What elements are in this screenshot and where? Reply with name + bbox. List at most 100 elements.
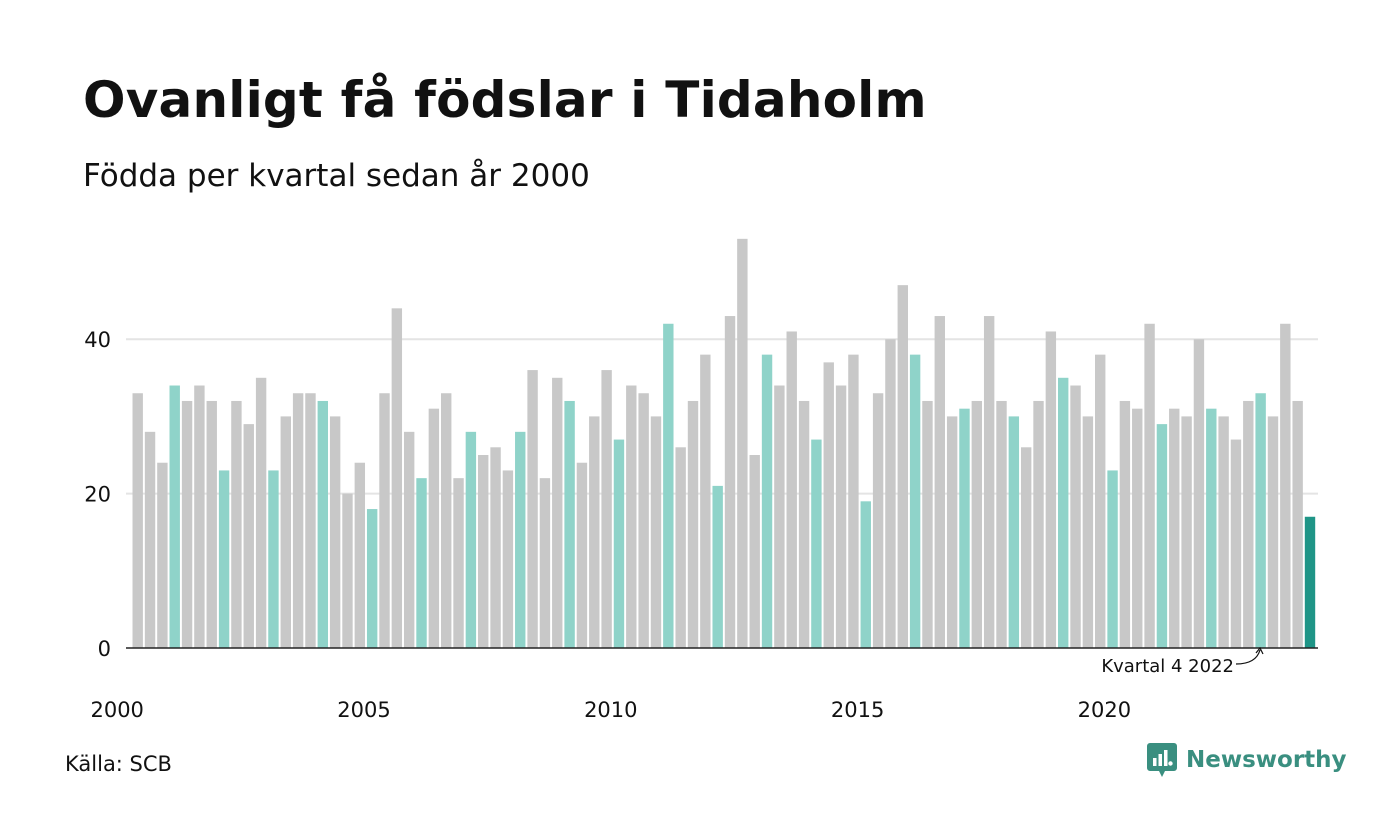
bar [453,478,464,648]
bar [1095,354,1106,648]
bar [835,385,847,648]
y-tick-label: 0 [98,637,111,661]
bar [1267,416,1279,648]
chart-title: Ovanligt få födslar i Tidaholm [83,71,927,129]
bar [132,393,143,648]
bar [366,509,378,648]
bar [885,339,896,648]
bar [922,400,933,648]
bar [872,393,884,648]
bar [848,354,859,648]
bar [490,447,501,648]
bar [144,431,156,648]
annotation-label: Kvartal 4 2022 [1101,656,1234,677]
bar [169,385,180,648]
bar [761,354,773,648]
bar [379,393,390,648]
bar [255,377,267,648]
bar [194,385,205,648]
chart-subtitle: Födda per kvartal sedan år 2000 [83,158,590,194]
bar [589,416,600,648]
bar [1230,439,1242,648]
bar [1181,416,1192,648]
x-tick-label: 2010 [584,698,637,722]
bar [1243,400,1254,648]
bar [946,416,958,648]
bar [638,393,649,648]
x-tick-label: 2005 [337,698,390,722]
bar [601,370,612,648]
bar [626,385,637,648]
bar-chart: 0 20 40 2000 2005 2010 2015 2020 Kvartal 4 202… [84,238,1318,722]
bar [157,462,168,648]
bar [218,470,230,648]
bar [1107,470,1118,648]
bar [1255,393,1266,648]
bar [268,470,279,648]
bar [231,400,242,648]
bar [317,400,328,648]
bar [416,478,427,648]
bar [1119,400,1131,648]
bar [749,455,760,648]
bar [515,431,526,648]
bar [675,447,686,648]
bar [280,416,291,648]
bar [909,354,921,648]
bar [441,393,452,648]
bars [132,238,1316,648]
bar [552,377,563,648]
bar [181,400,193,648]
x-tick-label: 2020 [1078,698,1131,722]
bar [1020,447,1032,648]
bar [206,400,217,648]
bar [983,316,995,648]
bar [305,393,316,648]
bar [687,400,699,648]
bar [465,431,477,648]
bar [502,470,514,648]
bar [650,416,662,648]
bar [774,385,785,648]
bar [1169,408,1180,648]
newsworthy-logo-icon [1147,743,1177,777]
bar [292,393,304,648]
bar [329,416,341,648]
bar [811,439,822,648]
bar [1206,408,1217,648]
bar [539,478,551,648]
y-axis-ticks: 0 20 40 [84,328,111,661]
x-tick-label: 2015 [831,698,884,722]
brand-name: Newsworthy [1186,747,1347,773]
bar [1156,424,1168,648]
annotation-arrow [1235,646,1264,665]
source-note: Källa: SCB [65,752,172,776]
bar [971,400,983,648]
bar [798,400,810,648]
bar [934,316,945,648]
bar [860,501,871,648]
bar [1008,416,1020,648]
bar [613,439,625,648]
bar [1144,323,1155,648]
bar [1045,331,1057,648]
bar [478,455,489,648]
bar [428,408,440,648]
bar [243,424,254,648]
bar [823,362,834,648]
bar [564,400,575,648]
brand-logo-link[interactable]: Newsworthy [1147,743,1347,777]
annotation: Kvartal 4 2022 [1101,646,1264,677]
y-tick-label: 20 [84,483,111,507]
bar [1193,339,1205,648]
bar [354,462,366,648]
x-tick-label: 2000 [90,698,143,722]
bar [1033,400,1044,648]
bar [663,323,674,648]
bar [1132,408,1143,648]
bar [724,316,736,648]
bar [996,400,1007,648]
bar [700,354,711,648]
bar [959,408,970,648]
bar [1218,416,1229,648]
